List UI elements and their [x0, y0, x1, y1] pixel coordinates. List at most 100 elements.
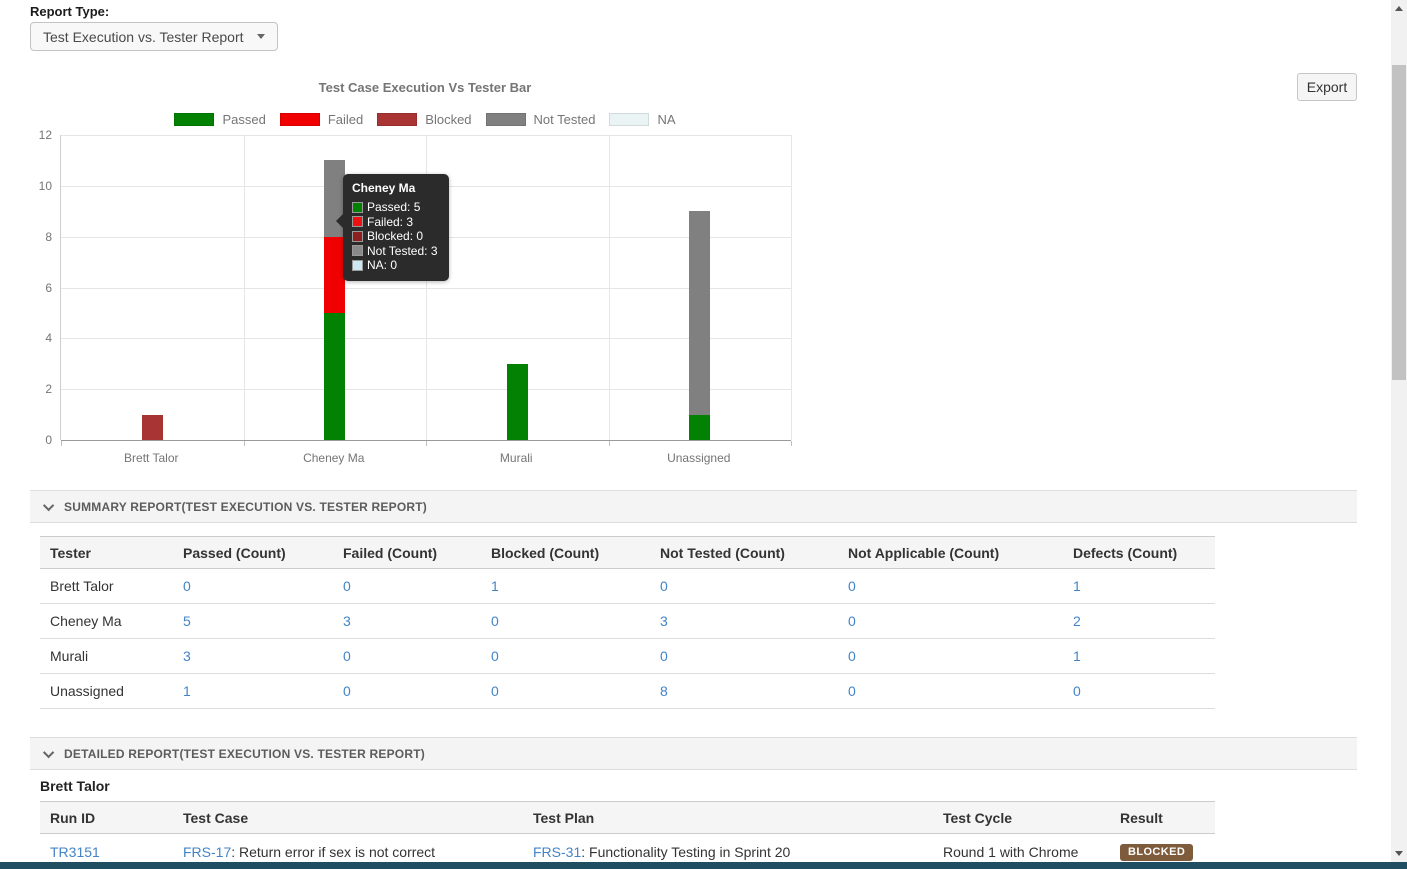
x-axis-label-cheney-ma: Cheney Ma: [303, 451, 365, 465]
summary-col-not-tested-count: Not Tested (Count): [650, 536, 838, 569]
legend-label: NA: [657, 112, 676, 127]
tooltip-row-text: Blocked: 0: [367, 229, 424, 243]
count-link[interactable]: 5: [183, 613, 191, 629]
tooltip-row-not-tested: Not Tested: 3: [352, 244, 438, 259]
y-axis-tick-label: 10: [38, 178, 52, 193]
summary-col-tester: Tester: [40, 536, 173, 569]
table-row-unassigned: Unassigned 1 0 0 8 0 0: [40, 673, 1215, 709]
count-link[interactable]: 3: [343, 613, 351, 629]
count-link[interactable]: 3: [183, 648, 191, 664]
tooltip-row-text: Passed: 5: [367, 200, 421, 214]
detailed-section-header[interactable]: DETAILED REPORT(TEST EXECUTION VS. TESTE…: [30, 737, 1357, 770]
legend-item-failed[interactable]: Failed: [279, 112, 364, 127]
count-link[interactable]: 0: [848, 613, 856, 629]
scroll-down-button[interactable]: [1391, 845, 1407, 861]
count-cell: 2: [1063, 603, 1215, 639]
legend-item-passed[interactable]: Passed: [174, 112, 266, 127]
count-cell: 0: [650, 568, 838, 604]
count-link[interactable]: 2: [1073, 613, 1081, 629]
test-plan-text: : Functionality Testing in Sprint 20: [581, 843, 791, 860]
x-axis-label-murali: Murali: [499, 451, 533, 465]
bottom-bar: [0, 862, 1407, 869]
count-cell: 1: [481, 568, 650, 604]
bar-unassigned-not-tested[interactable]: [689, 211, 711, 415]
count-link[interactable]: 0: [343, 648, 351, 664]
summary-header-row: Tester Passed (Count) Failed (Count) Blocke…: [40, 536, 1215, 569]
count-link[interactable]: 0: [491, 648, 499, 664]
tester-name-cell: Brett Talor: [40, 568, 173, 604]
count-link[interactable]: 8: [660, 683, 668, 699]
legend-label: Failed: [327, 112, 364, 127]
legend-item-not-tested[interactable]: Not Tested: [485, 112, 596, 127]
summary-col-defects-count: Defects (Count): [1063, 536, 1215, 569]
test-plan-link[interactable]: FRS-31: [533, 843, 582, 860]
count-link[interactable]: 1: [1073, 648, 1081, 664]
scrollbar-thumb[interactable]: [1392, 65, 1406, 380]
detailed-col-run-id: Run ID: [40, 801, 173, 834]
run-id-link[interactable]: TR3151: [50, 843, 100, 860]
x-axis-label-unassigned: Unassigned: [667, 451, 731, 465]
report-type-dropdown[interactable]: Test Execution vs. Tester Report: [30, 22, 278, 51]
table-row-brett-talor: Brett Talor 0 0 1 0 0 1: [40, 568, 1215, 604]
count-link[interactable]: 0: [183, 578, 191, 594]
report-type-label: Report Type:: [30, 4, 110, 19]
vertical-scrollbar[interactable]: [1391, 0, 1407, 862]
count-link[interactable]: 1: [491, 578, 499, 594]
y-axis-tick-label: 12: [38, 128, 52, 142]
gridline: [791, 135, 792, 440]
test-case-link[interactable]: FRS-17: [183, 843, 232, 860]
count-link[interactable]: 0: [848, 648, 856, 664]
summary-col-failed-count: Failed (Count): [333, 536, 481, 569]
count-link[interactable]: 0: [491, 613, 499, 629]
legend-item-blocked[interactable]: Blocked: [377, 112, 472, 127]
count-link[interactable]: 0: [848, 578, 856, 594]
y-axis-tick-label: 6: [45, 280, 52, 295]
tester-name-cell: Cheney Ma: [40, 603, 173, 639]
count-cell: 1: [173, 673, 333, 709]
count-link[interactable]: 0: [491, 683, 499, 699]
summary-section-header[interactable]: SUMMARY REPORT(TEST EXECUTION VS. TESTER…: [30, 490, 1357, 523]
count-cell: 8: [650, 673, 838, 709]
tooltip-row-text: Failed: 3: [367, 214, 414, 229]
count-cell: 3: [173, 638, 333, 674]
tooltip-swatch-icon: [352, 201, 363, 213]
count-link[interactable]: 0: [343, 578, 351, 594]
summary-col-passed-count: Passed (Count): [173, 536, 333, 569]
count-link[interactable]: 0: [343, 683, 351, 699]
chart-legend: Passed Failed Blocked Not Tested NA: [40, 112, 810, 127]
bar-brett-talor-blocked[interactable]: [141, 414, 163, 440]
detailed-col-test-case: Test Case: [173, 801, 523, 834]
count-link[interactable]: 0: [660, 648, 668, 664]
count-cell: 0: [481, 603, 650, 639]
legend-label: Not Tested: [533, 112, 596, 127]
axis-tick: [243, 441, 245, 446]
bar-cheney-ma-failed[interactable]: [324, 236, 346, 313]
count-link[interactable]: 0: [848, 683, 856, 699]
count-cell: 0: [838, 638, 1063, 674]
chevron-down-icon: [42, 499, 55, 511]
axis-tick: [608, 441, 610, 446]
tooltip-row-na: NA: 0: [352, 258, 438, 273]
count-link[interactable]: 1: [1073, 578, 1081, 594]
table-row-cheney-ma: Cheney Ma 5 3 0 3 0 2: [40, 603, 1215, 639]
count-link[interactable]: 1: [183, 683, 191, 699]
legend-item-na[interactable]: NA: [609, 112, 676, 127]
count-cell: 1: [1063, 638, 1215, 674]
count-link[interactable]: 0: [660, 578, 668, 594]
bar-murali-passed[interactable]: [506, 363, 528, 440]
bar-unassigned-passed[interactable]: [689, 414, 711, 440]
legend-label: Passed: [222, 112, 266, 127]
count-cell: 0: [333, 568, 481, 604]
count-link[interactable]: 3: [660, 613, 668, 629]
count-link[interactable]: 0: [1073, 683, 1081, 699]
bar-cheney-ma-passed[interactable]: [324, 312, 346, 440]
x-axis-label-brett-talor: Brett Talor: [124, 451, 179, 465]
scroll-up-button[interactable]: [1391, 0, 1407, 16]
export-button[interactable]: Export: [1297, 73, 1357, 101]
tester-name-cell: Unassigned: [40, 673, 173, 709]
tooltip-row-text: NA: 0: [367, 258, 398, 272]
tooltip-row-blocked: Blocked: 0: [352, 229, 438, 244]
y-axis-tick-label: 4: [45, 331, 52, 346]
count-cell: 0: [838, 603, 1063, 639]
count-cell: 0: [333, 638, 481, 674]
